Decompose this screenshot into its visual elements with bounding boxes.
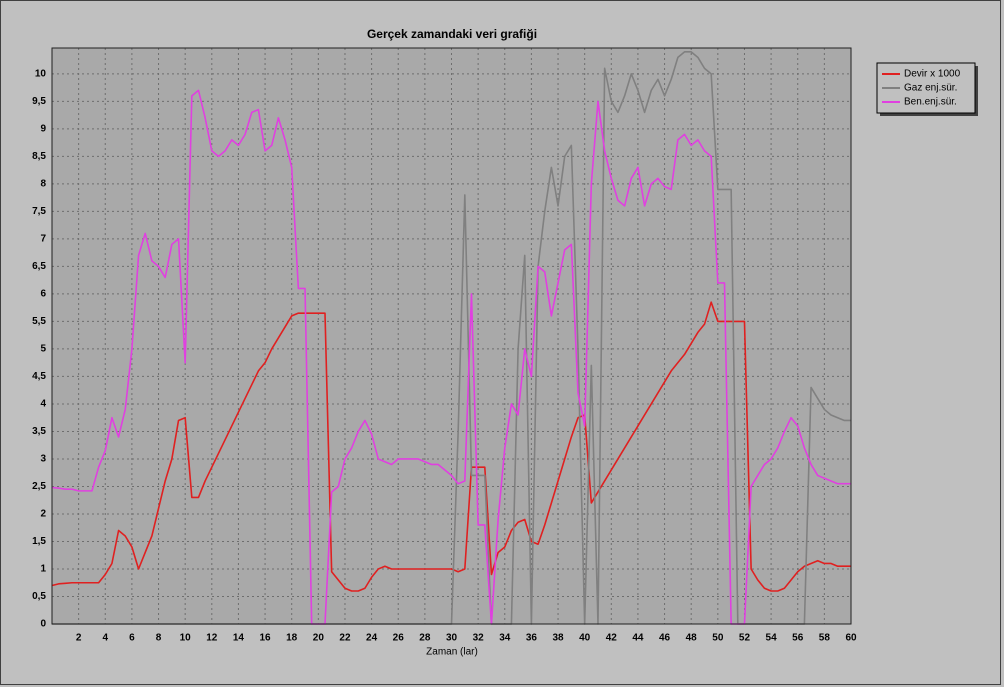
x-tick-label: 24: [366, 633, 378, 644]
x-tick-label: 10: [180, 633, 192, 644]
y-tick-label: 4,5: [32, 371, 46, 382]
y-tick-label: 8,5: [32, 151, 46, 162]
y-tick-label: 9: [40, 124, 46, 135]
y-tick-label: 1,5: [32, 536, 46, 547]
chart-title: Gerçek zamandaki veri grafiği: [367, 27, 537, 41]
x-tick-label: 34: [499, 633, 511, 644]
y-tick-label: 0: [40, 619, 46, 630]
x-tick-label: 20: [313, 633, 325, 644]
legend-label: Devir x 1000: [904, 69, 961, 80]
x-tick-label: 14: [233, 633, 245, 644]
x-tick-label: 38: [552, 633, 564, 644]
x-tick-label: 40: [579, 633, 591, 644]
x-tick-label: 18: [286, 633, 298, 644]
y-tick-label: 5,5: [32, 316, 46, 327]
x-tick-label: 4: [102, 633, 108, 644]
y-tick-label: 7: [40, 234, 46, 245]
y-tick-label: 5: [40, 344, 46, 355]
x-tick-label: 16: [260, 633, 272, 644]
plot-border: [51, 47, 852, 625]
x-tick-label: 48: [686, 633, 698, 644]
x-axis-label: Zaman (lar): [426, 647, 478, 658]
x-tick-label: 54: [766, 633, 778, 644]
y-tick-label: 8: [40, 179, 46, 190]
y-tick-label: 6,5: [32, 261, 46, 272]
x-tick-label: 52: [739, 633, 751, 644]
y-tick-label: 0,5: [32, 591, 46, 602]
y-tick-label: 2: [40, 509, 46, 520]
y-tick-label: 7,5: [32, 206, 46, 217]
x-tick-label: 26: [393, 633, 405, 644]
y-tick-label: 1: [40, 564, 46, 575]
x-tick-label: 6: [129, 633, 135, 644]
series-line: [51, 89, 851, 625]
x-tick-label: 22: [339, 633, 351, 644]
x-tick-label: 28: [419, 633, 431, 644]
legend-label: Gaz enj.sür.: [904, 83, 957, 94]
legend-label: Ben.enj.sür.: [904, 97, 957, 108]
y-tick-label: 3: [40, 454, 46, 465]
y-tick-label: 2,5: [32, 481, 46, 492]
x-tick-label: 32: [473, 633, 485, 644]
x-tick-label: 56: [792, 633, 804, 644]
y-tick-label: 6: [40, 289, 46, 300]
y-tick-label: 3,5: [32, 426, 46, 437]
x-tick-label: 12: [206, 633, 218, 644]
x-tick-label: 2: [76, 633, 82, 644]
x-tick-label: 42: [606, 633, 618, 644]
legend: Devir x 1000 Gaz enj.sür. Ben.enj.sür.: [876, 62, 978, 116]
y-tick-label: 9,5: [32, 96, 46, 107]
series-line: [51, 301, 851, 592]
x-tick-label: 50: [712, 633, 724, 644]
x-tick-label: 30: [446, 633, 458, 644]
y-tick-label: 4: [40, 399, 46, 410]
x-tick-label: 60: [845, 633, 857, 644]
x-tick-label: 58: [819, 633, 831, 644]
x-tick-label: 8: [156, 633, 162, 644]
x-tick-label: 44: [632, 633, 644, 644]
x-tick-label: 36: [526, 633, 538, 644]
y-tick-label: 10: [35, 68, 47, 79]
x-tick-label: 46: [659, 633, 671, 644]
